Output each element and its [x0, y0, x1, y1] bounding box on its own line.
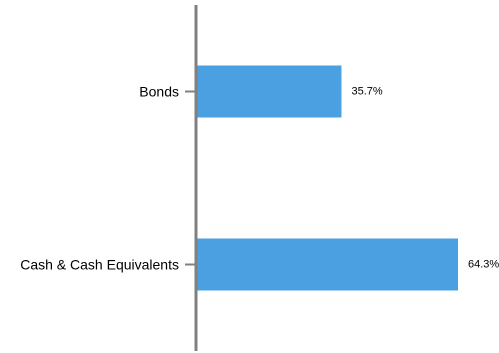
category-label-1: Cash & Cash Equivalents	[20, 257, 179, 273]
category-label-0: Bonds	[139, 84, 179, 100]
bar-0	[196, 65, 342, 118]
category-labels-layer: Bonds Cash & Cash Equivalents	[20, 84, 179, 273]
bar-1	[196, 238, 458, 291]
category-ticks-layer	[185, 90, 196, 266]
value-labels-layer: 35.7% 64.3%	[351, 86, 499, 271]
value-label-1: 64.3%	[468, 259, 499, 271]
bars-layer	[196, 65, 458, 291]
value-label-0: 35.7%	[351, 86, 382, 98]
